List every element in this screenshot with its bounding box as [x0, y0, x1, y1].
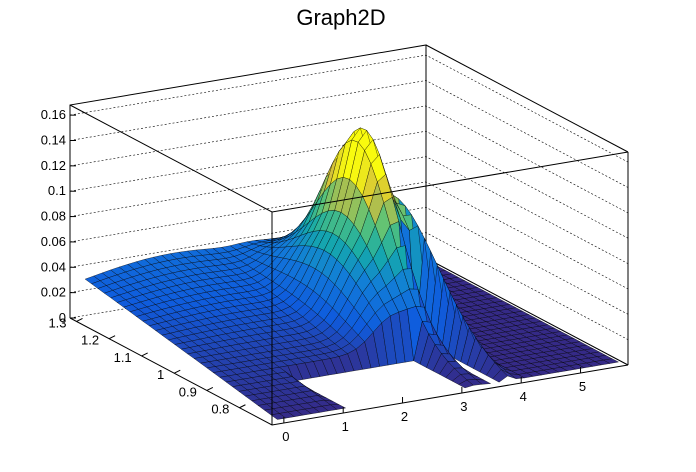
box-back-left-edge [69, 44, 427, 318]
y-tick-mark [174, 369, 181, 374]
y-tick-label: 0.8 [211, 402, 229, 417]
x-tick-label: 2 [401, 409, 408, 424]
y-tick-label: 1.1 [114, 350, 132, 365]
box-front-top [69, 104, 629, 213]
x-tick-label: 4 [520, 389, 527, 404]
z-tick-label: 0.16 [41, 107, 66, 122]
y-tick-mark [141, 352, 148, 357]
y-tick-mark [108, 335, 116, 340]
y-tick-label: 1 [157, 367, 164, 382]
z-tick-label: 0.14 [41, 133, 66, 148]
box-front-edges [69, 104, 629, 426]
z-tick-label: 0.12 [41, 158, 66, 173]
z-tick-label: 0.1 [48, 183, 66, 198]
z-tick-label: 0.08 [41, 209, 66, 224]
z-gridline [69, 130, 629, 239]
z-gridline [69, 54, 629, 163]
y-tick-label: 0.9 [179, 384, 197, 399]
z-tick-label: 0.04 [41, 259, 66, 274]
x-tick-label: 1 [342, 419, 349, 434]
z-gridline [69, 181, 629, 290]
y-tick-label: 1.3 [48, 315, 66, 330]
x-tick-label: 0 [282, 429, 289, 444]
z-gridline [69, 80, 629, 188]
z-gridline [69, 206, 629, 315]
z-tick-label: 0.02 [41, 285, 66, 300]
x-tick-label: 5 [579, 379, 586, 394]
y-tick-label: 1.2 [81, 333, 99, 348]
z-tick-label: 0 [59, 310, 66, 325]
surface-cell [603, 358, 620, 364]
y-tick-mark [206, 387, 214, 391]
chart-title: Graph2D [296, 5, 385, 30]
axis-ticks: 0 0.02 0.04 0.06 0.08 0.1 0.12 0.14 0.16 0 1 2 3 4 5 0.… [41, 107, 586, 444]
z-gridline [69, 156, 629, 264]
surface-cell [475, 378, 492, 385]
z-gridline [69, 105, 629, 214]
box-floor-right [425, 257, 629, 366]
box-back-right-top [425, 44, 629, 153]
x-tick-label: 3 [460, 399, 467, 414]
surface-mesh [84, 127, 620, 420]
z-tick-label: 0.06 [41, 234, 66, 249]
y-tick-mark [239, 404, 246, 409]
y-tick-mark [76, 318, 83, 322]
